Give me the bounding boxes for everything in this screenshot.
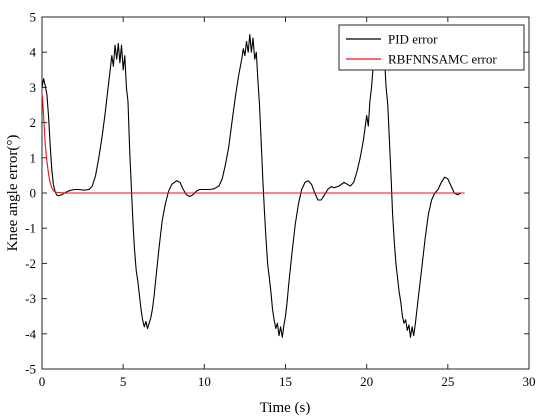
x-tick-label: 30 [523, 374, 536, 389]
y-axis-label: Knee angle error(°) [5, 135, 21, 252]
x-axis-label: Time (s) [260, 400, 311, 416]
y-tick-label: -5 [25, 362, 36, 377]
series-line-pid-error [41, 34, 465, 338]
x-tick-label: 5 [120, 374, 127, 389]
x-tick-label: 0 [39, 374, 46, 389]
y-tick-label: -4 [25, 326, 36, 341]
y-axis-ticks: 5 4 3 2 1 0 -1 -2 -3 -4 -5 [25, 10, 529, 377]
legend: PID error RBFNNSAMC error [338, 24, 525, 71]
legend-label-rbfnnsamc: RBFNNSAMC error [388, 52, 497, 67]
y-tick-label: -2 [25, 256, 36, 271]
x-tick-label: 10 [198, 374, 211, 389]
y-tick-label: 2 [30, 115, 37, 130]
x-tick-label: 15 [279, 374, 292, 389]
y-tick-label: 0 [30, 186, 37, 201]
x-tick-label: 20 [360, 374, 373, 389]
y-tick-label: -3 [25, 291, 36, 306]
y-tick-label: -1 [25, 221, 36, 236]
x-tick-label: 25 [441, 374, 454, 389]
y-tick-label: 5 [30, 10, 37, 25]
y-tick-label: 4 [30, 45, 37, 60]
legend-label-pid: PID error [388, 32, 438, 47]
series-layer [41, 34, 465, 338]
legend-box [338, 24, 525, 71]
y-tick-label: 3 [30, 80, 37, 95]
series-line-rbfnnsamc-error [41, 92, 465, 194]
x-axis-ticks: 0 5 10 15 20 25 30 [39, 17, 536, 389]
y-tick-label: 1 [30, 150, 37, 165]
